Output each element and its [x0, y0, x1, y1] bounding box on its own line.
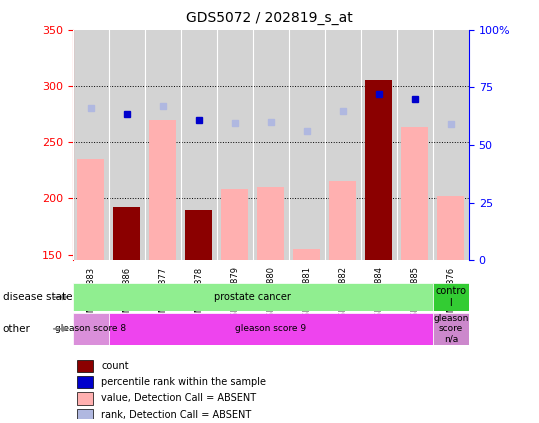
Bar — [77, 376, 93, 388]
Bar — [222, 190, 248, 260]
Text: value, Detection Call = ABSENT: value, Detection Call = ABSENT — [101, 393, 256, 404]
Text: disease state: disease state — [3, 292, 72, 302]
Bar — [185, 209, 212, 260]
Bar — [77, 360, 93, 372]
Text: other: other — [3, 324, 31, 334]
Bar — [438, 196, 465, 260]
Text: prostate cancer: prostate cancer — [215, 292, 291, 302]
Text: GDS5072 / 202819_s_at: GDS5072 / 202819_s_at — [186, 11, 353, 25]
Bar — [109, 313, 433, 345]
Text: gleason score 9: gleason score 9 — [236, 324, 306, 333]
Text: percentile rank within the sample: percentile rank within the sample — [101, 377, 266, 387]
Bar — [329, 181, 356, 260]
Text: contro
l: contro l — [436, 286, 466, 308]
Bar — [365, 80, 392, 260]
Bar — [433, 283, 469, 311]
Bar — [77, 393, 93, 404]
Bar — [77, 409, 93, 421]
Bar — [149, 120, 176, 260]
Text: gleason score 8: gleason score 8 — [55, 324, 126, 333]
Text: rank, Detection Call = ABSENT: rank, Detection Call = ABSENT — [101, 410, 251, 420]
Text: count: count — [101, 361, 129, 371]
Bar — [113, 207, 140, 260]
Bar — [77, 159, 104, 260]
Text: gleason
score
n/a: gleason score n/a — [433, 314, 468, 344]
Bar — [257, 187, 285, 260]
Bar — [293, 249, 320, 260]
Bar — [185, 209, 212, 260]
Bar — [402, 127, 429, 260]
Bar — [433, 313, 469, 345]
Bar — [73, 313, 109, 345]
